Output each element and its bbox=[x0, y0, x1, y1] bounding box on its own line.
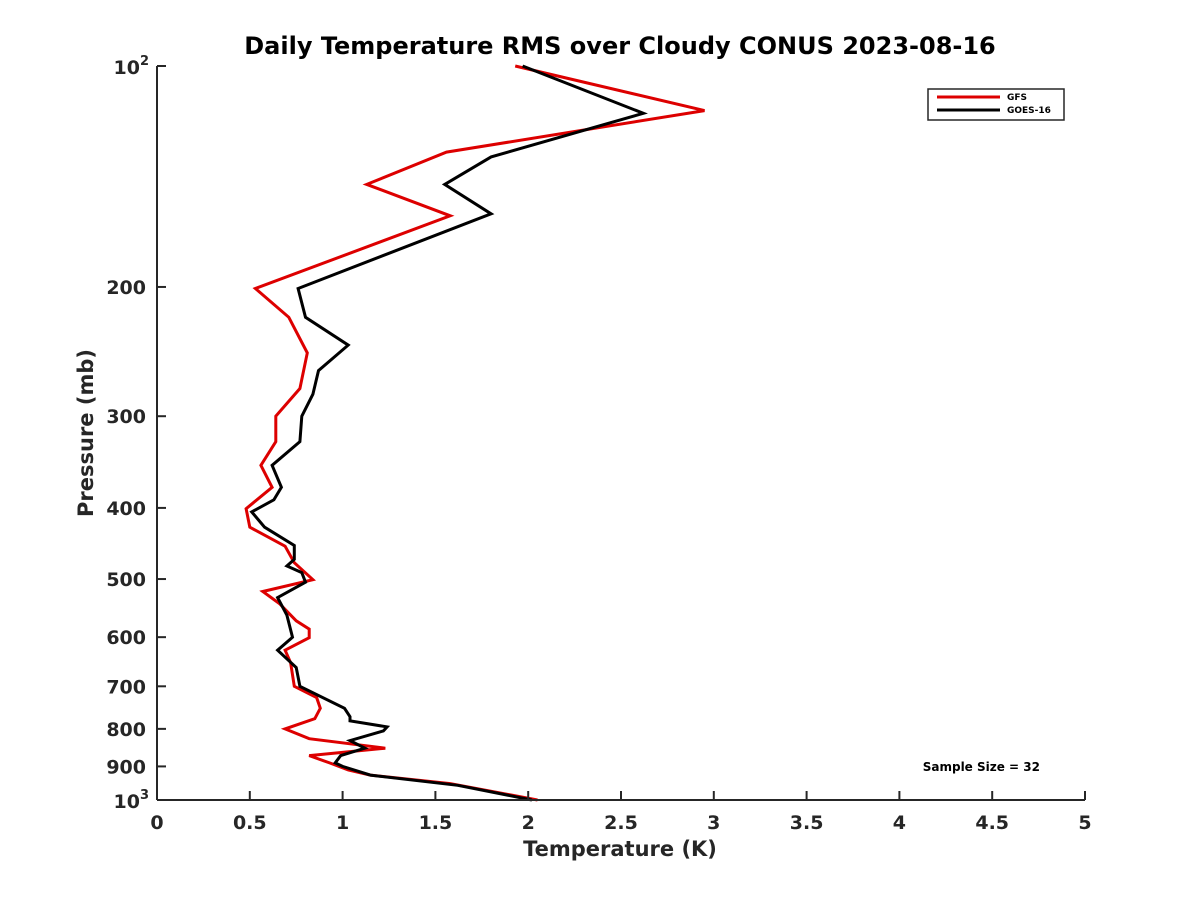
y-tick-label: 700 bbox=[106, 676, 146, 698]
x-tick-label: 4 bbox=[893, 812, 906, 834]
y-tick-label: 600 bbox=[106, 627, 146, 649]
x-tick-label: 2 bbox=[522, 812, 535, 834]
y-tick-label: 400 bbox=[106, 498, 146, 520]
y-tick-label: 900 bbox=[106, 756, 146, 778]
chart-title: Daily Temperature RMS over Cloudy CONUS … bbox=[244, 32, 996, 60]
x-tick-label: 3 bbox=[707, 812, 720, 834]
legend-box bbox=[927, 88, 1065, 121]
y-axis-label: Pressure (mb) bbox=[74, 349, 98, 517]
y-axis: 102 200 300 400 500 600 700 800 900 103 bbox=[106, 54, 166, 813]
y-tick-label: 500 bbox=[106, 569, 146, 591]
x-tick-label: 2.5 bbox=[604, 812, 638, 834]
x-axis-label: Temperature (K) bbox=[523, 837, 717, 861]
y-tick-label: 300 bbox=[106, 406, 146, 428]
x-tick-label: 0 bbox=[150, 812, 163, 834]
x-tick-label: 4.5 bbox=[975, 812, 1009, 834]
x-tick-label: 5 bbox=[1078, 812, 1091, 834]
x-tick-label: 3.5 bbox=[790, 812, 824, 834]
series-line-goes-16 bbox=[249, 64, 648, 802]
x-tick-label: 1.5 bbox=[419, 812, 453, 834]
y-tick-label: 103 bbox=[114, 788, 150, 813]
legend-label: GOES-16 bbox=[1007, 106, 1051, 116]
series-line-gfs bbox=[244, 64, 705, 802]
x-tick-label: 1 bbox=[336, 812, 349, 834]
legend-label: GFS bbox=[1007, 93, 1027, 103]
y-tick-label: 800 bbox=[106, 719, 146, 741]
sample-size-annotation: Sample Size = 32 bbox=[923, 760, 1040, 774]
y-tick-label: 102 bbox=[114, 54, 150, 79]
y-tick-label: 200 bbox=[106, 277, 146, 299]
x-tick-label: 0.5 bbox=[233, 812, 267, 834]
x-axis: 0 0.5 1 1.5 2 2.5 3 3.5 4 4.5 5 bbox=[150, 791, 1092, 834]
plot-area bbox=[244, 64, 705, 802]
legend: GFS GOES-16 bbox=[927, 88, 1065, 121]
